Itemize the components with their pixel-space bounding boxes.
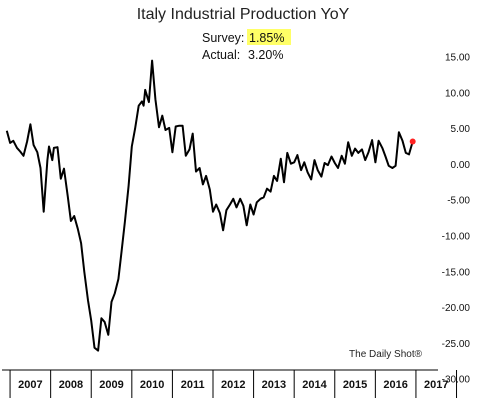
x-tick-label: 2008 — [59, 379, 83, 391]
actual-value: 3.20% — [248, 48, 283, 62]
x-tick-label: 2009 — [99, 379, 123, 391]
source-label: The Daily Shot® — [349, 349, 423, 360]
x-tick-label: 2016 — [383, 379, 407, 391]
x-axis: 2007 2008 2009 2010 2011 2012 2013 2014 2015 2016… — [2, 369, 458, 398]
latest-data-point — [409, 138, 416, 145]
x-tick-label: 2015 — [343, 379, 367, 391]
y-axis: 15.00 10.00 5.00 0.00 -5.00 -10.00 -15.00 -20.0… — [442, 53, 471, 386]
x-tick-label: 2011 — [181, 379, 205, 391]
y-tick-label: 0.00 — [451, 160, 471, 171]
y-tick-label: -5.00 — [447, 196, 470, 207]
actual-label: Actual: — [202, 48, 240, 62]
survey-value: 1.85% — [249, 31, 284, 45]
y-tick-label: 15.00 — [445, 53, 470, 64]
x-tick-label: 2017 — [424, 379, 448, 391]
survey-label: Survey: — [202, 31, 244, 45]
y-tick-label: 5.00 — [451, 124, 471, 135]
x-tick-label: 2010 — [140, 379, 164, 391]
survey-highlight — [247, 29, 291, 45]
y-tick-label: 10.00 — [445, 88, 470, 99]
y-tick-label: -25.00 — [442, 339, 471, 350]
plot-area — [5, 59, 416, 352]
series-line — [5, 59, 414, 352]
y-tick-label: -10.00 — [442, 232, 471, 243]
x-tick-label: 2013 — [262, 379, 286, 391]
y-tick-label: -20.00 — [442, 303, 471, 314]
x-tick-label: 2014 — [302, 379, 327, 391]
x-tick-label: 2007 — [18, 379, 42, 391]
x-tick-label: 2012 — [221, 379, 245, 391]
chart-title: Italy Industrial Production YoY — [137, 6, 350, 23]
y-tick-label: -15.00 — [442, 267, 471, 278]
